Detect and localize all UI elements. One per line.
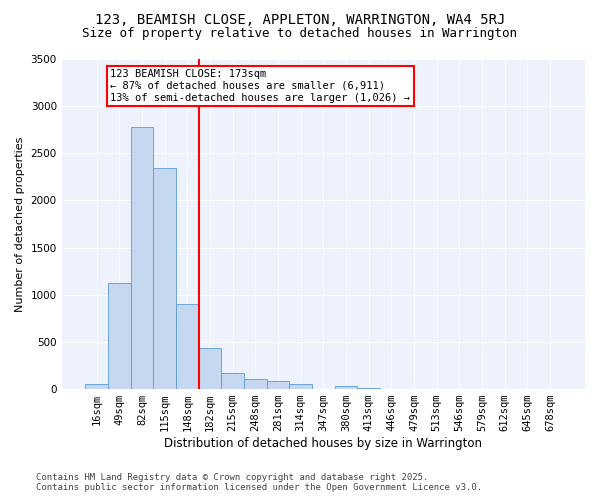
Text: Contains HM Land Registry data © Crown copyright and database right 2025.
Contai: Contains HM Land Registry data © Crown c… xyxy=(36,473,482,492)
Bar xyxy=(131,127,154,389)
Bar xyxy=(289,384,312,389)
Bar xyxy=(335,386,358,389)
Text: 123 BEAMISH CLOSE: 173sqm
← 87% of detached houses are smaller (6,911)
13% of se: 123 BEAMISH CLOSE: 173sqm ← 87% of detac… xyxy=(110,70,410,102)
Text: Size of property relative to detached houses in Warrington: Size of property relative to detached ho… xyxy=(83,28,517,40)
Bar xyxy=(85,384,108,389)
X-axis label: Distribution of detached houses by size in Warrington: Distribution of detached houses by size … xyxy=(164,437,482,450)
Bar xyxy=(108,282,131,389)
Bar xyxy=(176,304,199,389)
Bar xyxy=(266,380,289,389)
Bar xyxy=(221,373,244,389)
Bar xyxy=(358,388,380,389)
Text: 123, BEAMISH CLOSE, APPLETON, WARRINGTON, WA4 5RJ: 123, BEAMISH CLOSE, APPLETON, WARRINGTON… xyxy=(95,12,505,26)
Y-axis label: Number of detached properties: Number of detached properties xyxy=(15,136,25,312)
Bar xyxy=(199,348,221,389)
Bar xyxy=(244,379,266,389)
Bar xyxy=(154,168,176,389)
